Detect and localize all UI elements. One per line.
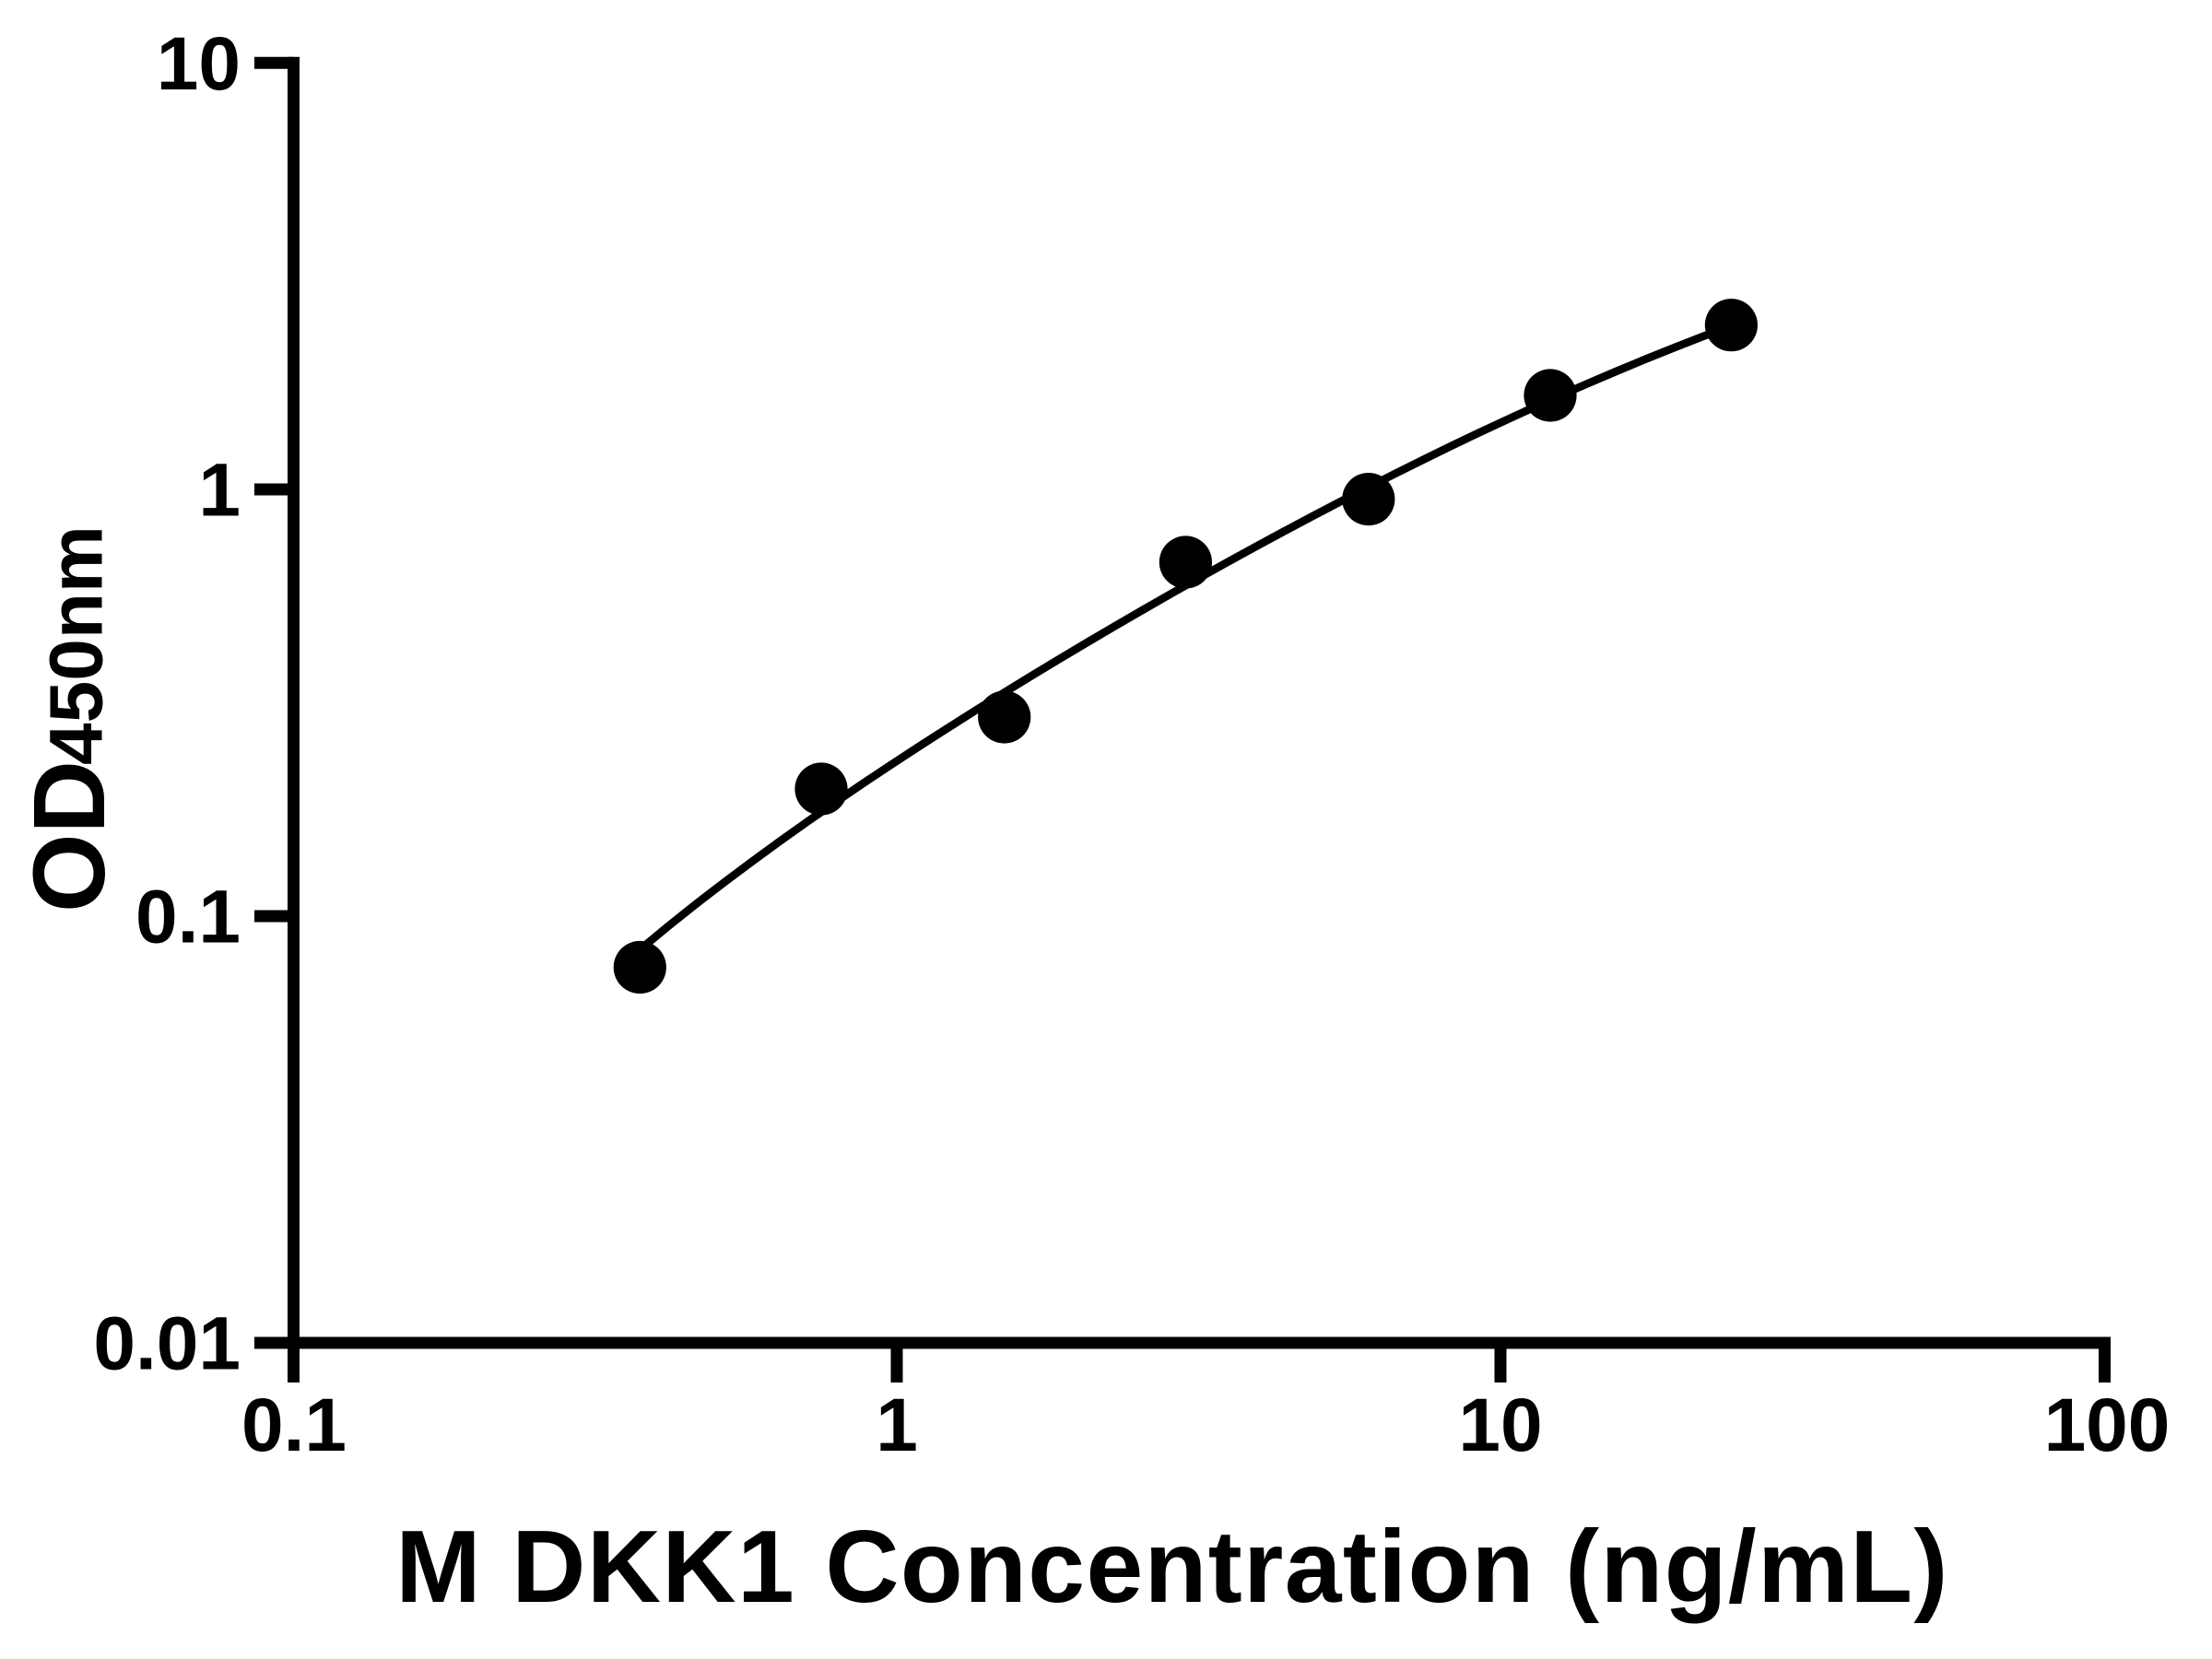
svg-text:100: 100 [2044, 1383, 2171, 1467]
svg-text:450nm: 450nm [35, 525, 119, 765]
svg-text:1: 1 [198, 449, 241, 533]
svg-text:10: 10 [1458, 1383, 1542, 1467]
svg-text:0.1: 0.1 [241, 1383, 347, 1467]
svg-text:OD: OD [13, 760, 126, 912]
svg-text:10: 10 [157, 22, 241, 106]
svg-text:0.1: 0.1 [135, 876, 241, 959]
svg-text:M DKK1 Concentration (ng/mL): M DKK1 Concentration (ng/mL) [395, 1510, 1949, 1624]
svg-text:0.01: 0.01 [93, 1302, 241, 1386]
svg-text:1: 1 [876, 1383, 918, 1467]
